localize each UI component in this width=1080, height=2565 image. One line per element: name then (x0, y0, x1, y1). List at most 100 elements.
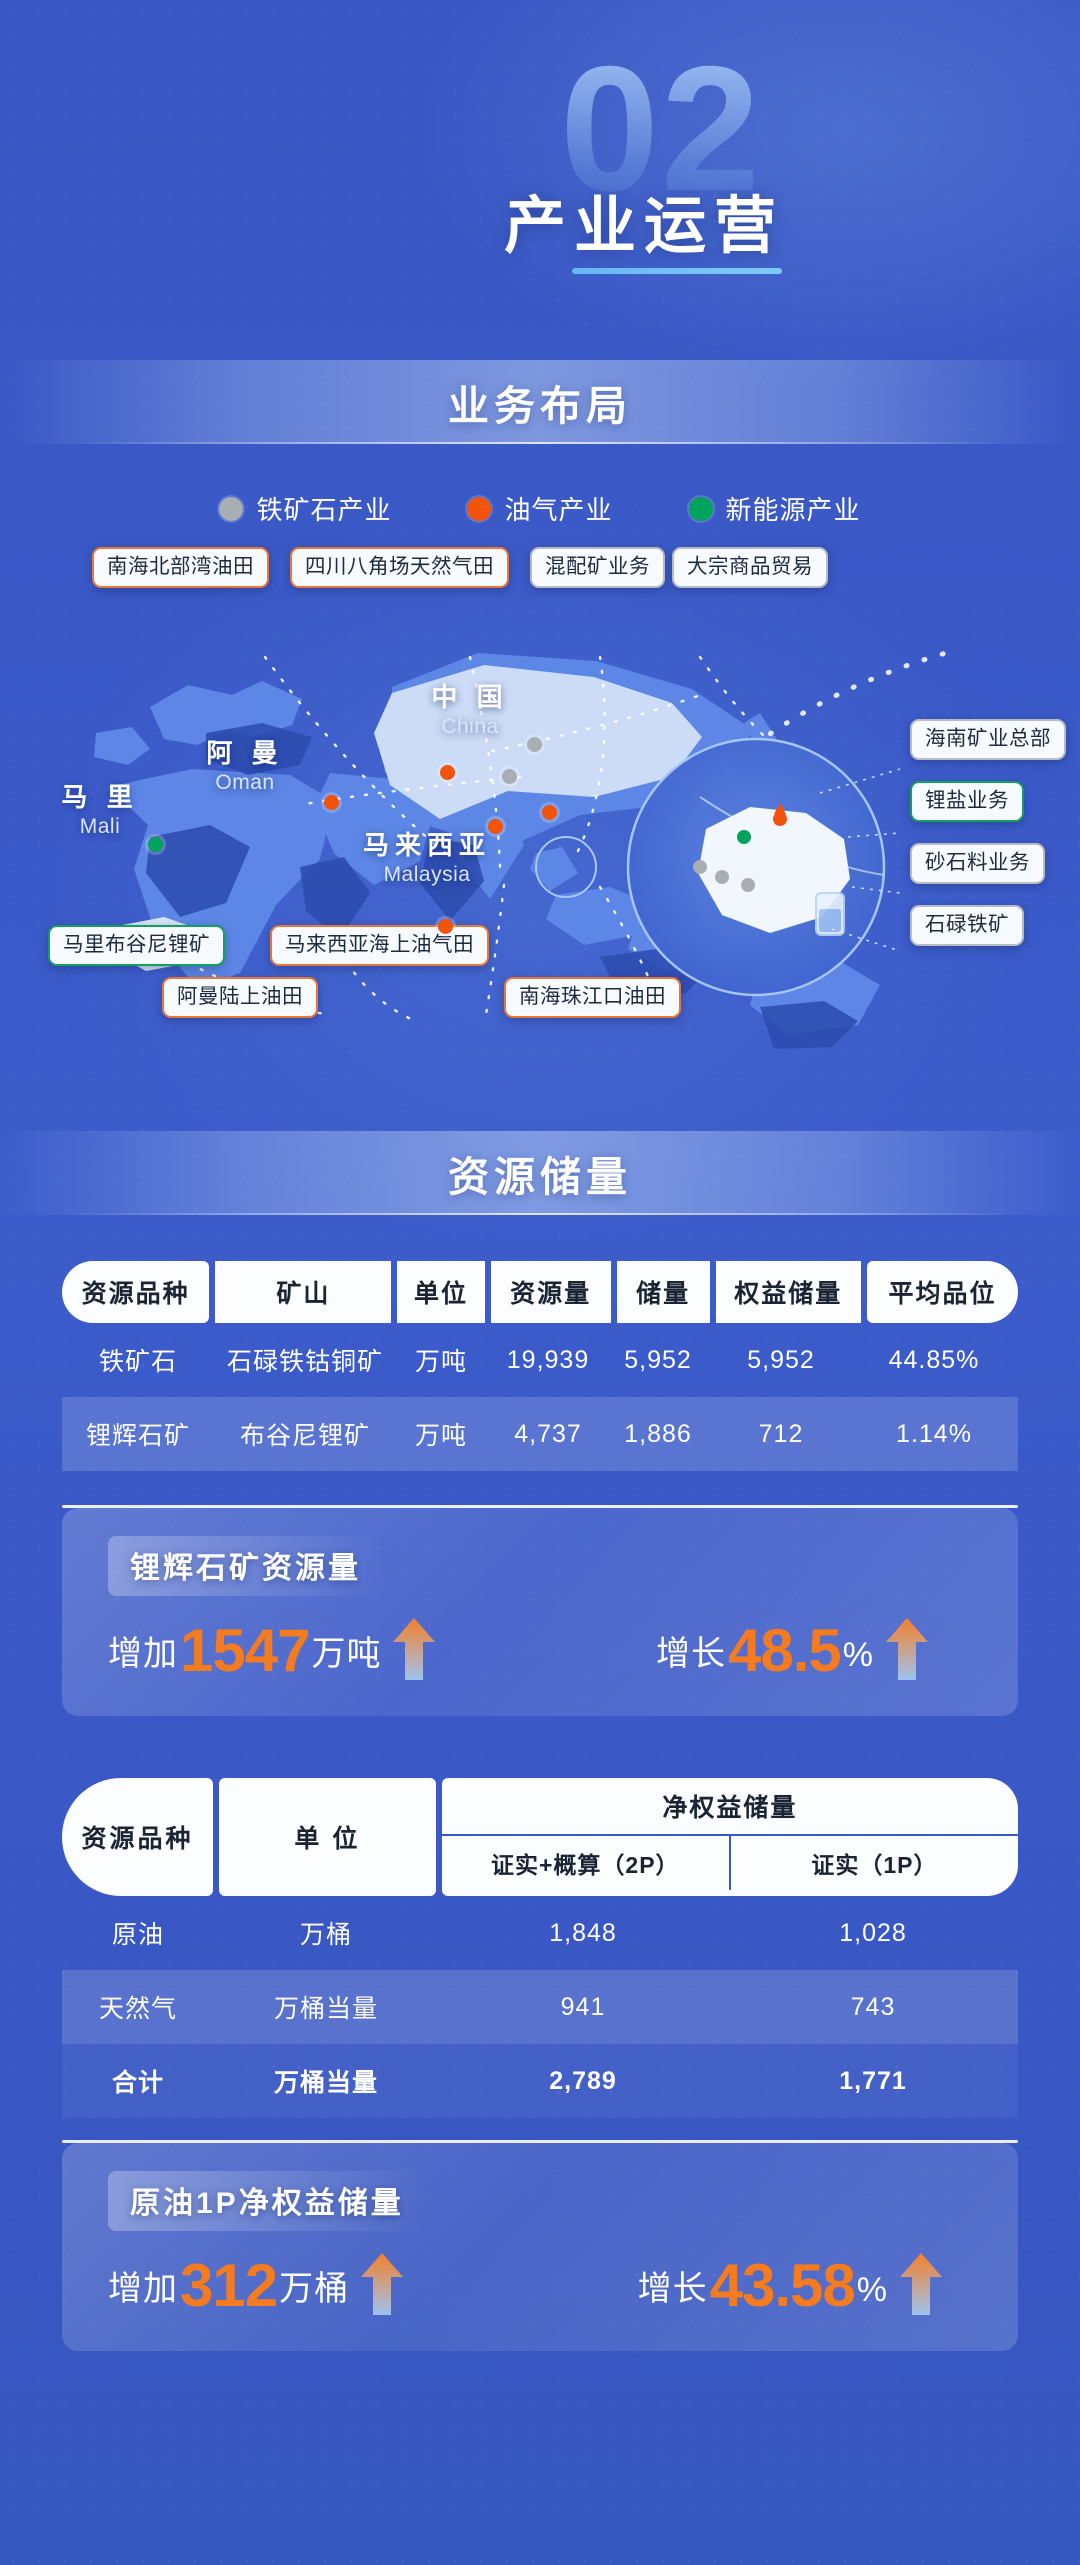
cell-resource-type: 原油 (111, 1921, 164, 1949)
highlight-stats: 增加 1547 万吨 增长 48.5 % (108, 1618, 972, 1682)
country-label-oman: 阿 曼 Oman (180, 733, 310, 795)
map-label-oman-onshore-oilfield[interactable]: 阿曼陆上油田 (162, 977, 318, 1018)
highlight-tag: 锂辉石矿资源量 (108, 1536, 383, 1596)
map-pin-sichuan[interactable] (440, 765, 455, 780)
map-pin-oman[interactable] (324, 795, 339, 810)
cell-1p: 1,028 (839, 1918, 907, 1947)
legend-item-new-energy: 新能源产业 (688, 490, 861, 527)
stat-value: 1547 (180, 1616, 310, 1684)
table-header-row: 资源品种 单 位 净权益储量 证实+概算（2P） 证实（1P） (62, 1778, 1019, 1896)
cell-reserves: 5,952 (624, 1345, 692, 1374)
country-name-en: Mali (79, 815, 121, 838)
highlight-divider (62, 1505, 1018, 1508)
highlight-stats: 增加 312 万桶 增长 43.58 % (108, 2253, 972, 2317)
map-label-aggregate-business[interactable]: 砂石料业务 (910, 843, 1045, 884)
highlight-card-crude-oil: 原油1P净权益储量 增加 312 万桶 增长 43.58 % (62, 2143, 1018, 2351)
legend-label-oil: 油气产业 (504, 495, 613, 525)
country-name-zh: 马 里 (61, 782, 139, 812)
map-label-shilu-iron-mine[interactable]: 石碌铁矿 (910, 905, 1024, 946)
stat-label: 增加 (108, 1634, 178, 1673)
stat-increase-amount: 增加 1547 万吨 (108, 1616, 382, 1684)
map-pin-nanhai-zhujiangkou[interactable] (542, 805, 557, 820)
map-label-commodity-trading[interactable]: 大宗商品贸易 (672, 547, 828, 588)
page-title: 产业运营 (503, 192, 784, 261)
map-label-mali-bougouni-lithium[interactable]: 马里布谷尼锂矿 (48, 925, 225, 966)
col-proved-1p: 证实（1P） (811, 1852, 938, 1878)
title-underline (572, 268, 782, 274)
table-row: 铁矿石 石碌铁钴铜矿 万吨 19,939 5,952 5,952 44.85% (62, 1323, 1018, 1397)
section-title: 资源储量 (448, 1154, 632, 1200)
cell-resource-type: 锂辉石矿 (85, 1422, 190, 1450)
country-name-en: Malaysia (383, 863, 471, 886)
stat-unit: % (856, 2270, 888, 2309)
cell-unit: 万吨 (414, 1348, 467, 1376)
cell-mine: 石碌铁钴铜矿 (226, 1348, 383, 1376)
col-average-grade: 平均品位 (866, 1261, 1018, 1323)
country-name-zh: 阿 曼 (206, 738, 284, 768)
stat-growth-percent: 增长 43.58 % (638, 2251, 888, 2319)
map-pin-mali[interactable] (148, 837, 163, 852)
net-equity-reserve-table: 资源品种 单 位 净权益储量 证实+概算（2P） 证实（1P） 原油 万桶 1,… (0, 1778, 1080, 2118)
country-name-en: China (441, 715, 499, 738)
highlight-divider (62, 2140, 1018, 2143)
col-equity-reserves: 权益储量 (715, 1261, 861, 1323)
cell-resource-type: 铁矿石 (98, 1348, 177, 1376)
stat-growth-percent: 增长 48.5 % (656, 1620, 874, 1680)
cell-resource-amount: 4,737 (514, 1419, 582, 1448)
legend-item-oil: 油气产业 (467, 490, 612, 527)
stat-unit: 万桶 (279, 2269, 350, 2308)
section-title: 业务布局 (448, 383, 632, 429)
section-banner-business-layout: 业务布局 (0, 360, 1080, 444)
map-label-sichuan-bajiaochang-gasfield[interactable]: 四川八角场天然气田 (290, 547, 509, 588)
world-map-graphic (94, 646, 963, 1049)
stat-value: 312 (180, 2251, 278, 2319)
cell-resource-type: 天然气 (98, 1995, 177, 2023)
map-label-nanhai-beibuwan-oilfield[interactable]: 南海北部湾油田 (92, 547, 269, 588)
legend-label-new-energy: 新能源产业 (725, 495, 861, 525)
col-unit: 单 位 (219, 1778, 436, 1896)
map-pin-commodity-trading[interactable] (502, 769, 517, 784)
map-pin-malaysia-offshore[interactable] (438, 919, 453, 934)
stat-unit: % (842, 1635, 874, 1674)
map-label-blended-ore-business[interactable]: 混配矿业务 (530, 547, 665, 588)
legend-dot-new-energy (688, 496, 713, 521)
map-label-lithium-salt-business[interactable]: 锂盐业务 (910, 781, 1024, 822)
map-legend: 铁矿石产业 油气产业 新能源产业 (0, 490, 1080, 527)
col-mine: 矿山 (215, 1261, 392, 1323)
cell-1p: 743 (850, 1992, 896, 2021)
map-label-hainan-mining-hq[interactable]: 海南矿业总部 (910, 719, 1066, 760)
hero-section: 02 产业运营 (0, 0, 1080, 360)
cell-average-grade: 44.85% (888, 1345, 980, 1374)
map-pin-blended-ore[interactable] (527, 737, 542, 752)
highlight-tag: 原油1P净权益储量 (108, 2171, 426, 2231)
stat-value: 43.58 (709, 2251, 856, 2319)
cell-2p: 2,789 (549, 2066, 617, 2095)
map-label-malaysia-offshore-oilgas[interactable]: 马来西亚海上油气田 (270, 925, 489, 966)
country-name-en: Oman (215, 771, 275, 794)
cell-2p: 941 (560, 1992, 606, 2021)
country-label-malaysia: 马来西亚 Malaysia (342, 825, 512, 887)
col-resource-amount: 资源量 (490, 1261, 611, 1323)
cell-unit: 万桶 (299, 1921, 352, 1949)
up-arrow-icon (361, 2253, 404, 2315)
up-arrow-icon (900, 2253, 942, 2315)
highlight-card-lithium: 锂辉石矿资源量 增加 1547 万吨 增长 48.5 % (62, 1508, 1018, 1716)
table-row: 天然气 万桶当量 941 743 (62, 1970, 1018, 2044)
section-number: 02 (560, 29, 762, 228)
legend-label-iron: 铁矿石产业 (256, 495, 392, 525)
stat-label: 增加 (108, 2269, 178, 2308)
cell-reserves: 1,886 (624, 1419, 692, 1448)
col-resource-type: 资源品种 (62, 1778, 214, 1896)
stat-unit: 万吨 (311, 1634, 382, 1673)
map-label-nanhai-zhujiangkou-oilfield[interactable]: 南海珠江口油田 (504, 977, 681, 1018)
col-proved-probable-2p: 证实+概算（2P） (442, 1836, 731, 1890)
legend-dot-iron (219, 496, 244, 521)
table-row-total: 合计 万桶当量 2,789 1,771 (62, 2044, 1018, 2118)
cell-average-grade: 1.14% (896, 1419, 972, 1448)
table-header-row: 资源品种 矿山 单位 资源量 储量 权益储量 平均品位 (62, 1261, 1018, 1323)
stat-increase-amount: 增加 312 万桶 (108, 2251, 350, 2319)
cell-unit: 万桶当量 (273, 2069, 378, 2097)
map-pin-nanhai-beibuwan[interactable] (488, 819, 503, 834)
up-arrow-icon (393, 1618, 436, 1680)
